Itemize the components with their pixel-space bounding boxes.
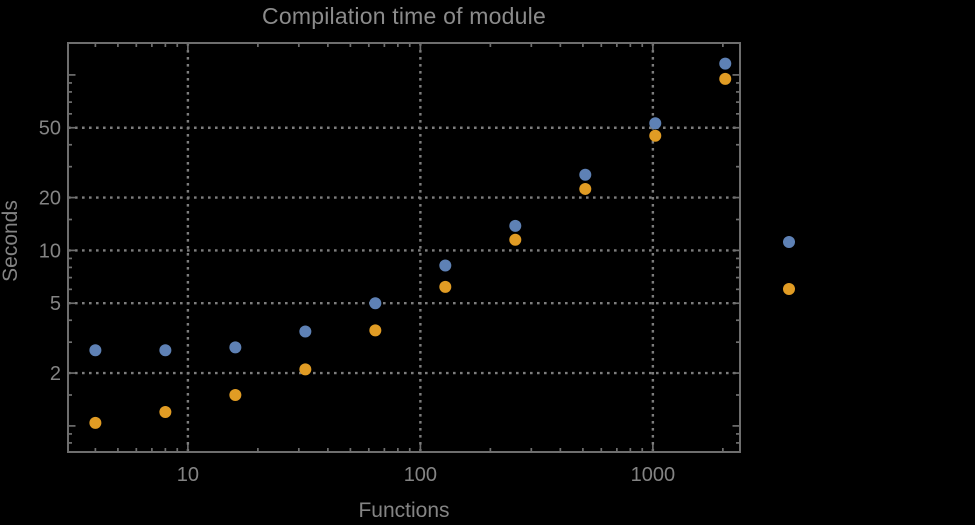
tick-labels: 10 100 1000 2 5 10 20 50: [39, 118, 675, 486]
data-point-series-2-orange: [509, 233, 522, 246]
data-point-series-2-orange: [89, 416, 102, 429]
data-point-series-2-orange: [299, 363, 312, 376]
data-point-series-1-blue: [579, 168, 592, 181]
data-point-series-1-blue: [299, 325, 312, 338]
data-point-series-2-orange: [229, 388, 242, 401]
data-point-series-2-orange: [579, 182, 592, 195]
y-tick-label: 10: [39, 240, 61, 262]
data-point-series-1-blue: [439, 259, 452, 272]
y-tick-label: 20: [39, 188, 61, 210]
data-point-series-2-orange: [439, 280, 452, 293]
legend-marker-series-1-blue: [783, 236, 795, 248]
plot-frame: [67, 42, 741, 453]
data-point-series-1-blue: [509, 219, 522, 232]
legend-marker-series-2-orange: [783, 283, 795, 295]
x-tick-label: 10: [177, 464, 199, 486]
data-points: [89, 57, 732, 429]
legend-markers: [783, 236, 795, 295]
y-tick-label: 2: [50, 363, 61, 385]
data-point-series-2-orange: [649, 129, 662, 142]
data-point-series-2-orange: [159, 406, 172, 419]
chart-title: Compilation time of module: [262, 3, 546, 29]
y-axis-title: Seconds: [0, 200, 22, 282]
y-tick-label: 5: [50, 293, 61, 315]
x-axis-title: Functions: [358, 499, 450, 522]
data-point-series-2-orange: [369, 324, 382, 337]
data-point-series-1-blue: [719, 57, 732, 70]
x-tick-label: 1000: [631, 464, 676, 486]
frame-border: [67, 42, 741, 453]
data-point-series-2-orange: [719, 72, 732, 85]
axis-ticks: [68, 43, 740, 452]
y-tick-label: 50: [39, 118, 61, 140]
x-tick-label: 100: [404, 464, 437, 486]
data-point-series-1-blue: [229, 341, 242, 354]
data-point-series-1-blue: [649, 117, 662, 130]
gridlines: [68, 43, 740, 452]
data-point-series-1-blue: [89, 344, 102, 357]
data-point-series-1-blue: [159, 344, 172, 357]
data-point-series-1-blue: [369, 297, 382, 310]
